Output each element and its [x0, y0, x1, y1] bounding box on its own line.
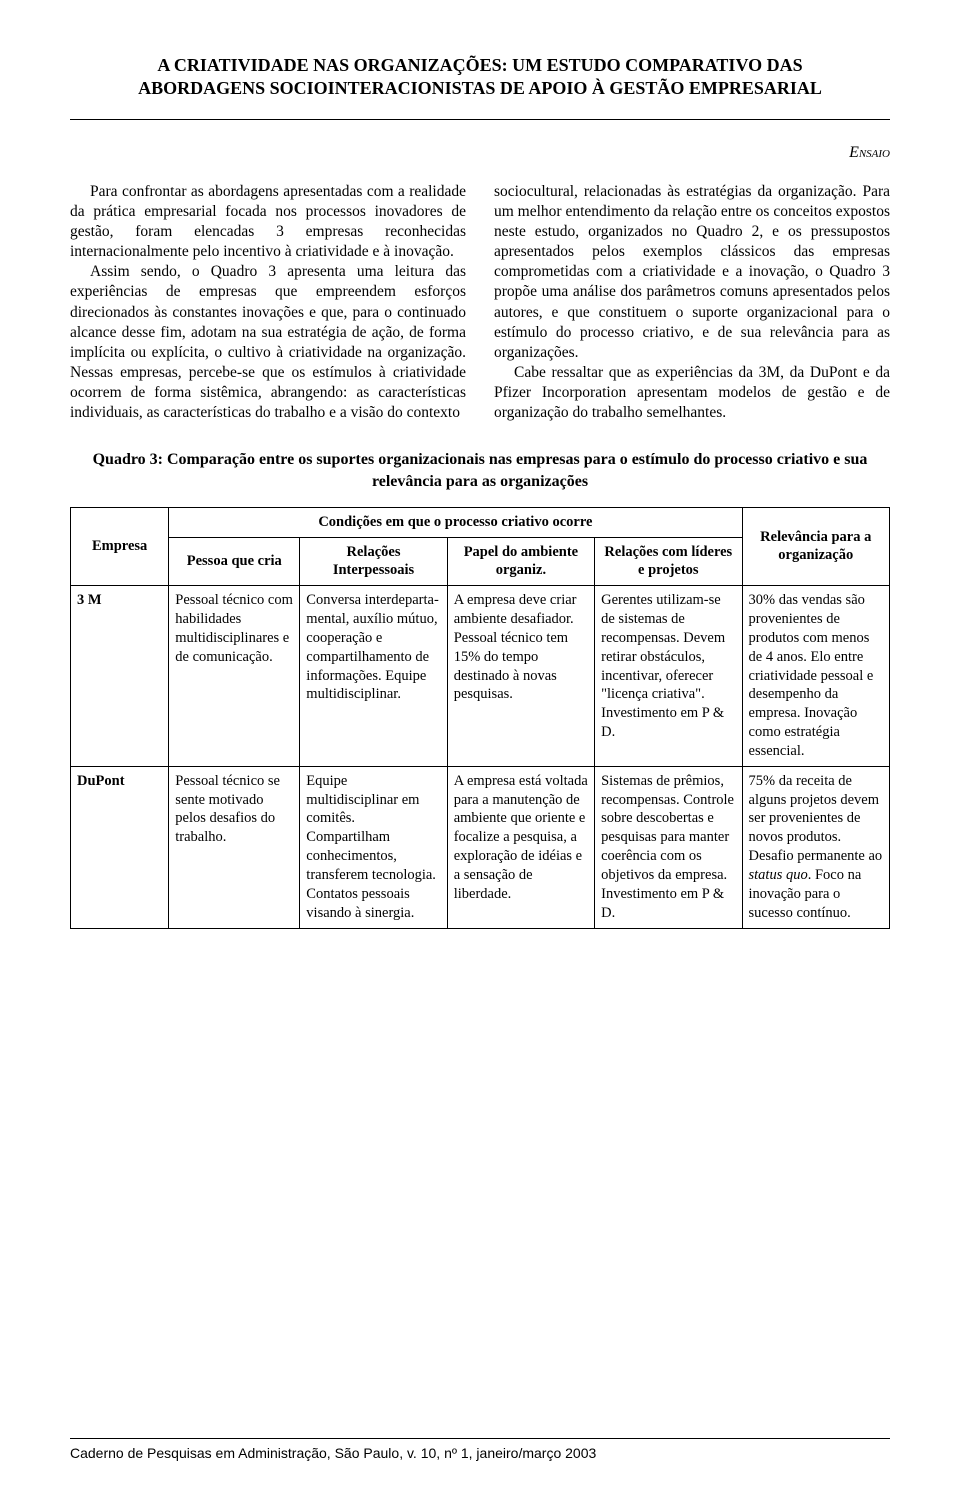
left-column: Para confrontar as abordagens apresentad…	[70, 182, 466, 424]
table-row: DuPont Pessoal técnico se sente motivado…	[71, 766, 890, 928]
header-rule	[70, 119, 890, 120]
title-line-2: ABORDAGENS SOCIOINTERACIONISTAS DE APOIO…	[138, 78, 822, 98]
right-column: sociocultural, relacionadas às estratégi…	[494, 182, 890, 424]
cell-lideres: Gerentes utilizam-se de sistemas de reco…	[595, 586, 742, 767]
cell-empresa: DuPont	[71, 766, 169, 928]
table-row: 3 M Pessoal técnico com habilidades mult…	[71, 586, 890, 767]
cell-lideres: Sistemas de prêmios, recompensas. Contro…	[595, 766, 742, 928]
cell-relevancia: 75% da receita de alguns projetos devem …	[742, 766, 889, 928]
th-papel: Papel do ambiente organiz.	[447, 537, 594, 586]
footer-rule	[70, 1438, 890, 1439]
right-paragraph-2: Cabe ressaltar que as experiências da 3M…	[494, 363, 890, 423]
th-lideres: Relações com líderes e projetos	[595, 537, 742, 586]
cell-papel: A empresa deve criar ambiente desafiador…	[447, 586, 594, 767]
cell-pessoa: Pessoal técnico se sente motivado pelos …	[169, 766, 300, 928]
cell-relacoes: Conversa interdeparta­mental, auxílio mú…	[300, 586, 447, 767]
table-header-row-1: Empresa Condições em que o processo cria…	[71, 507, 890, 537]
body-columns: Para confrontar as abordagens apresentad…	[70, 182, 890, 424]
quadro-table: Empresa Condições em que o processo cria…	[70, 507, 890, 929]
th-relevancia: Relevância para a organização	[742, 507, 889, 586]
th-empresa: Empresa	[71, 507, 169, 586]
th-condicoes: Condições em que o processo criativo oco…	[169, 507, 742, 537]
cell-empresa: 3 M	[71, 586, 169, 767]
page-footer: Caderno de Pesquisas em Administração, S…	[70, 1438, 890, 1461]
cell-relevancia: 30% das vendas são provenientes de produ…	[742, 586, 889, 767]
quadro-title: Quadro 3: Comparação entre os suportes o…	[70, 449, 890, 492]
left-paragraph-1: Para confrontar as abordagens apresentad…	[70, 182, 466, 263]
th-pessoa: Pessoa que cria	[169, 537, 300, 586]
th-relacoes: Relações Interpessoais	[300, 537, 447, 586]
relevancia-pre: 75% da receita de alguns projetos devem …	[749, 773, 883, 864]
cell-pessoa: Pessoal técnico com habilidades multidis…	[169, 586, 300, 767]
title-line-1: A CRIATIVIDADE NAS ORGANIZAÇÕES: UM ESTU…	[157, 55, 802, 75]
footer-text: Caderno de Pesquisas em Administração, S…	[70, 1445, 890, 1461]
relevancia-em: status quo	[749, 867, 808, 883]
ensaio-label: Ensaio	[70, 144, 890, 162]
page-title: A CRIATIVIDADE NAS ORGANIZAÇÕES: UM ESTU…	[70, 54, 890, 101]
cell-relacoes: Equipe multidisciplinar em comitês. Comp…	[300, 766, 447, 928]
left-paragraph-2: Assim sendo, o Quadro 3 apresenta uma le…	[70, 262, 466, 423]
cell-papel: A empresa está voltada para a manutenção…	[447, 766, 594, 928]
right-paragraph-1: sociocultural, relacionadas às estratégi…	[494, 182, 890, 363]
